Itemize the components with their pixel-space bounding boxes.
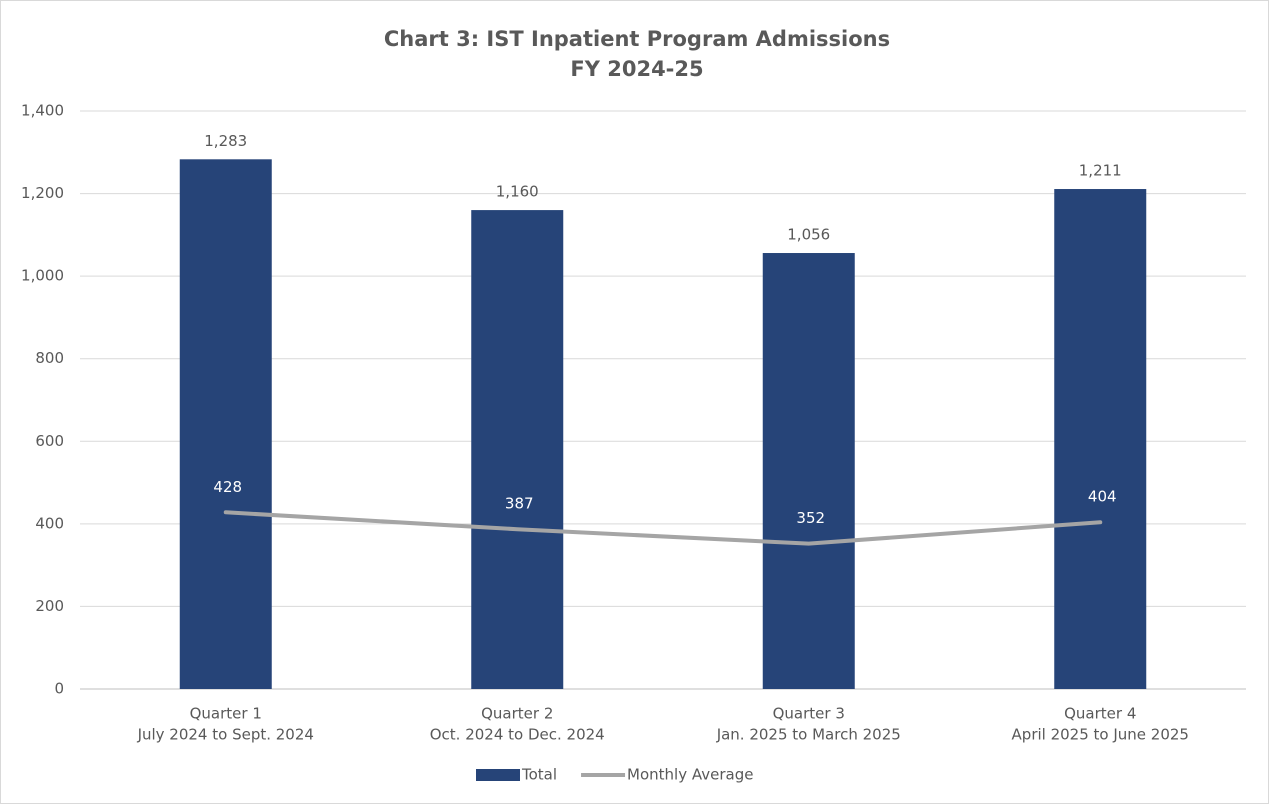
x-tick-label: Quarter 2: [481, 705, 553, 723]
x-tick-label: Quarter 4: [1064, 705, 1136, 723]
bar-value-label: 1,056: [787, 226, 830, 244]
line-value-label: 428: [213, 478, 242, 496]
bar: [179, 159, 272, 689]
line: [223, 510, 1103, 546]
legend-label: Monthly Average: [627, 766, 753, 784]
y-tick-label: 1,200: [21, 184, 64, 202]
legend-swatch: [476, 769, 520, 781]
bar: [471, 210, 564, 690]
bar: [762, 253, 855, 689]
bar-value-label: 1,283: [204, 132, 247, 150]
y-tick-label: 200: [35, 597, 64, 615]
bar-value-label: 1,160: [496, 183, 539, 201]
line-value-label: 404: [1088, 488, 1117, 506]
x-tick-label: Quarter 1: [190, 705, 262, 723]
x-tick-label: Oct. 2024 to Dec. 2024: [430, 726, 605, 744]
x-tick-label: Quarter 3: [773, 705, 845, 723]
chart-subtitle: FY 2024-25: [570, 57, 703, 81]
bar: [1054, 189, 1147, 689]
line-value-label: 387: [505, 495, 534, 513]
y-tick-label: 800: [35, 349, 64, 367]
bar-value-label: 1,211: [1079, 162, 1122, 180]
y-tick-label: 1,000: [21, 267, 64, 285]
y-tick-label: 600: [35, 432, 64, 450]
legend-label: Total: [521, 766, 557, 784]
x-tick-label: April 2025 to June 2025: [1012, 726, 1189, 744]
line-value-label: 352: [796, 509, 825, 527]
chart-title: Chart 3: IST Inpatient Program Admission…: [384, 27, 890, 51]
y-tick-label: 400: [35, 514, 64, 532]
x-tick-label: July 2024 to Sept. 2024: [137, 726, 314, 744]
y-tick-label: 0: [54, 680, 64, 698]
x-tick-label: Jan. 2025 to March 2025: [716, 726, 901, 744]
y-tick-label: 1,400: [21, 102, 64, 120]
